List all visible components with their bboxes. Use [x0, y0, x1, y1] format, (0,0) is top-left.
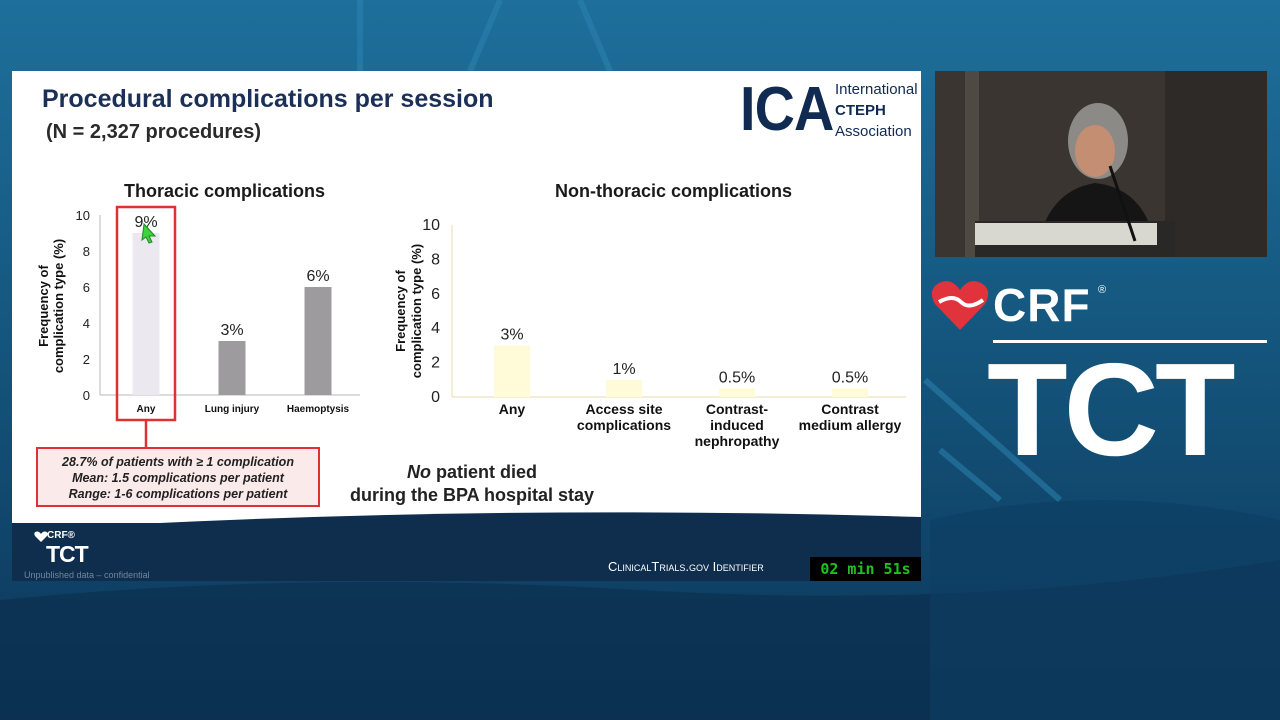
speaker-video: [935, 71, 1267, 257]
y-tick-label: 8: [431, 251, 440, 268]
y-tick-label: 0: [83, 388, 90, 403]
data-label: 6%: [306, 268, 329, 285]
y-tick-label: 0: [431, 389, 440, 406]
bar: [832, 388, 868, 397]
chart-title-nonthoracic: Non-thoracic complications: [555, 181, 793, 201]
crf-tct-brand: CRF ® TCT: [931, 278, 1271, 478]
x-tick-label: Any: [499, 401, 526, 417]
x-tick-label: Haemoptysis: [287, 404, 350, 415]
slide-footer: [12, 523, 921, 581]
y-tick-label: 6: [83, 280, 90, 295]
crf-registered: ®: [1098, 284, 1107, 296]
y-axis-label: complication type (%): [409, 244, 424, 378]
bar: [719, 388, 755, 397]
session-timer: 02 min 51s: [810, 557, 921, 581]
slide-subtitle: (N = 2,327 procedures): [46, 121, 262, 143]
brand-divider: [993, 340, 1267, 343]
y-tick-label: 4: [431, 320, 440, 337]
x-tick-label: Contrast: [821, 401, 879, 417]
summary-line-1: 28.7% of patients with ≥ 1 complication: [62, 455, 294, 469]
bar: [304, 287, 332, 395]
x-tick-label: Contrast-: [706, 401, 769, 417]
bar: [494, 345, 530, 397]
x-tick-label: nephropathy: [695, 433, 780, 449]
ica-line3: Association: [835, 123, 912, 140]
bar: [218, 341, 246, 395]
data-label: 0.5%: [719, 369, 755, 386]
tct-wordmark: TCT: [987, 336, 1236, 483]
y-tick-label: 2: [83, 352, 90, 367]
y-tick-label: 4: [83, 316, 90, 331]
crf-wordmark: CRF: [993, 279, 1091, 331]
data-label: 9%: [134, 214, 157, 231]
unpublished-notice: Unpublished data – confidential: [24, 570, 150, 580]
x-tick-label: complications: [577, 417, 671, 433]
y-tick-label: 10: [422, 217, 440, 234]
heart-logo-icon: [931, 281, 989, 330]
y-tick-label: 2: [431, 355, 440, 372]
x-tick-label: Lung injury: [205, 404, 260, 415]
y-axis-label: Frequency of: [36, 265, 51, 347]
y-axis-label: complication type (%): [51, 239, 66, 373]
footer-tct: TCT: [46, 541, 89, 567]
speaker-figure: [935, 71, 1267, 257]
y-tick-label: 10: [76, 208, 90, 223]
heart-icon: [34, 531, 48, 542]
slide-title: Procedural complications per session: [42, 85, 494, 113]
bar: [606, 379, 642, 397]
data-label: 3%: [220, 322, 243, 339]
x-tick-label: medium allergy: [799, 417, 902, 433]
ica-logo-text: International CTEPH Association: [835, 79, 918, 142]
summary-line-2: Mean: 1.5 complications per patient: [72, 471, 284, 485]
x-tick-label: induced: [710, 417, 764, 433]
mortality-rest: patient died: [430, 462, 537, 482]
chart-title-thoracic: Thoracic complications: [124, 181, 326, 201]
bar: [132, 233, 160, 395]
mortality-statement: No patient died during the BPA hospital …: [332, 461, 612, 507]
ica-logo: ICA: [740, 75, 834, 144]
cursor-icon: [141, 222, 157, 244]
y-tick-label: 6: [431, 286, 440, 303]
y-tick-label: 8: [83, 244, 90, 259]
x-tick-label: Access site: [585, 401, 662, 417]
mortality-no-word: No: [406, 462, 431, 482]
data-label: 1%: [612, 361, 635, 378]
clinicaltrials-identifier: ClinicalTrials.gov Identifier: [608, 559, 764, 574]
summary-line-3: Range: 1-6 complications per patient: [68, 487, 288, 501]
data-label: 3%: [500, 326, 523, 343]
presentation-slide: Procedural complications per session (N …: [12, 71, 921, 581]
x-tick-label: Any: [137, 404, 156, 415]
data-label: 0.5%: [832, 369, 868, 386]
complication-summary-box: 28.7% of patients with ≥ 1 complication …: [36, 447, 320, 507]
footer-crf: CRF®: [47, 530, 75, 541]
y-axis-label: Frequency of: [393, 270, 408, 352]
mortality-line2: during the BPA hospital stay: [349, 485, 595, 505]
ica-line2: CTEPH: [835, 102, 886, 119]
footer-crf-tct-logo: CRF® TCT: [34, 529, 124, 569]
ica-line1: International: [835, 81, 918, 98]
